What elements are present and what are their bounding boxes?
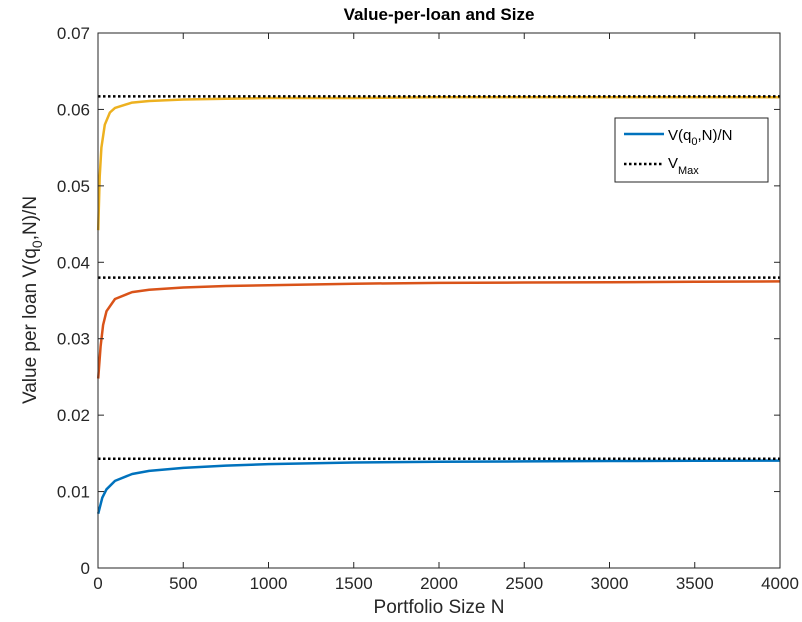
x-tick-label: 3000 xyxy=(591,574,629,593)
y-tick-label: 0.07 xyxy=(57,24,90,43)
y-tick-label: 0.05 xyxy=(57,177,90,196)
legend-value-subscript: 0 xyxy=(691,136,697,148)
legend-label-vmax: VMax xyxy=(668,155,699,177)
series-line-2 xyxy=(96,280,781,379)
legend-value-prefix: V(q xyxy=(668,127,691,144)
y-axis-label-prefix: Value per loan V(q xyxy=(20,248,41,404)
y-tick-label: 0.01 xyxy=(57,483,90,502)
series-layer xyxy=(96,95,781,515)
x-tick-label: 1000 xyxy=(250,574,288,593)
chart-title: Value-per-loan and Size xyxy=(344,5,535,24)
plot-frame xyxy=(97,32,781,569)
series-line-3 xyxy=(96,95,780,231)
x-axis-label: Portfolio Size N xyxy=(374,597,505,618)
y-tick-label: 0 xyxy=(81,559,90,578)
legend: V(q0,N)/N VMax xyxy=(614,117,769,183)
y-axis-label-subscript: 0 xyxy=(29,240,45,248)
y-tick-label: 0.06 xyxy=(57,100,90,119)
y-tick-label: 0.02 xyxy=(57,406,90,425)
legend-label-value: V(q0,N)/N xyxy=(668,127,732,148)
legend-value-suffix: ,N)/N xyxy=(697,127,732,144)
vmax-layer xyxy=(98,95,780,460)
x-tick-label: 500 xyxy=(169,574,197,593)
x-tick-label: 2500 xyxy=(505,574,543,593)
x-tick-label: 1500 xyxy=(335,574,373,593)
legend-vmax-subscript: Max xyxy=(678,165,699,177)
y-axis-label: Value per loan V(q0,N)/N xyxy=(20,196,45,404)
legend-box xyxy=(614,117,769,183)
y-axis-label-suffix: ,N)/N xyxy=(20,196,41,240)
x-tick-label: 4000 xyxy=(761,574,799,593)
y-axis-ticks: 0 0.01 0.02 0.03 0.04 0.05 0.06 0.07 xyxy=(57,24,780,578)
x-axis-ticks: 0 500 1000 1500 2000 2500 3000 3500 4000 xyxy=(93,33,799,593)
y-tick-label: 0.04 xyxy=(57,253,90,272)
x-tick-label: 3500 xyxy=(676,574,714,593)
series-line-1 xyxy=(96,459,781,515)
x-tick-label: 0 xyxy=(93,574,102,593)
legend-vmax-prefix: V xyxy=(668,155,678,172)
y-tick-label: 0.03 xyxy=(57,330,90,349)
x-tick-label: 2000 xyxy=(420,574,458,593)
